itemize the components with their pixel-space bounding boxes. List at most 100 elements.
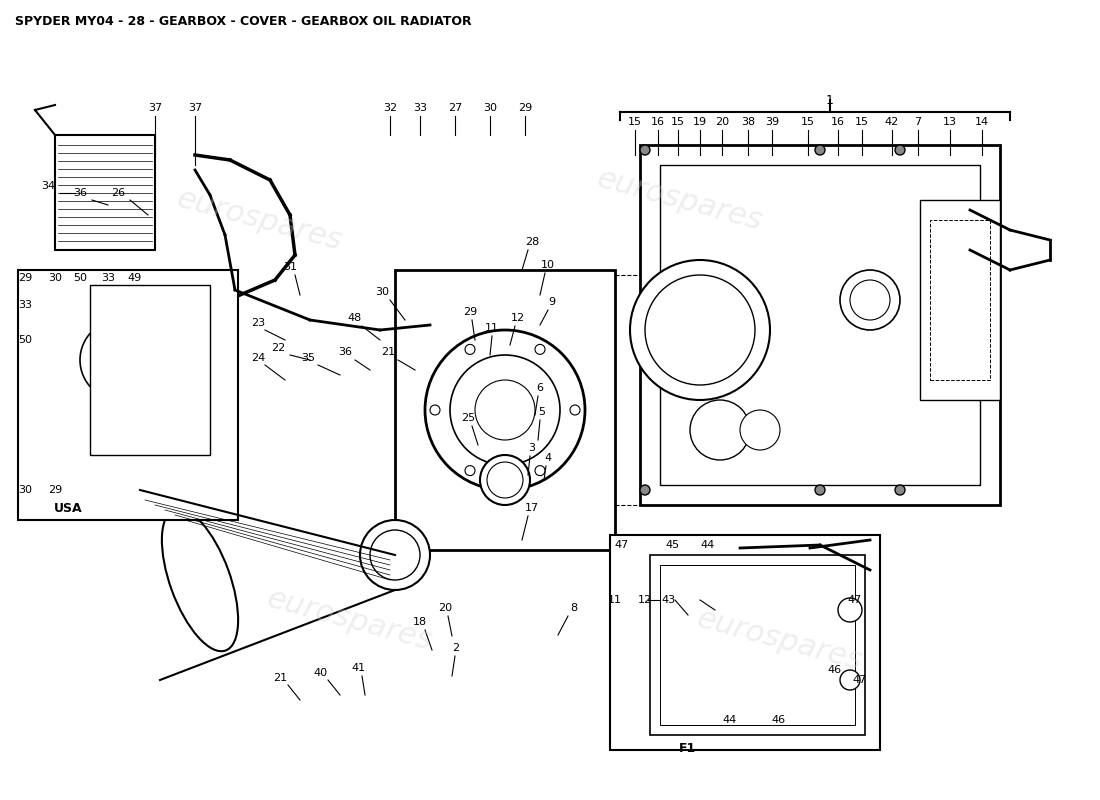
- Circle shape: [465, 344, 475, 354]
- Text: 9: 9: [549, 297, 556, 307]
- Text: 47: 47: [852, 675, 867, 685]
- Text: 12: 12: [510, 313, 525, 323]
- Bar: [650, 555, 865, 735]
- Circle shape: [895, 485, 905, 495]
- Circle shape: [708, 598, 752, 642]
- Text: 3: 3: [528, 443, 536, 453]
- Bar: [640, 145, 1000, 505]
- Circle shape: [370, 530, 420, 580]
- Circle shape: [475, 380, 535, 440]
- Text: 32: 32: [383, 103, 397, 113]
- Text: 41: 41: [351, 663, 365, 673]
- Bar: [55, 135, 155, 250]
- Text: 29: 29: [18, 273, 32, 283]
- Text: 8: 8: [571, 603, 578, 613]
- Text: 13: 13: [943, 117, 957, 127]
- Text: 42: 42: [884, 117, 899, 127]
- Circle shape: [640, 485, 650, 495]
- Circle shape: [360, 520, 430, 590]
- Circle shape: [570, 405, 580, 415]
- Text: 27: 27: [448, 103, 462, 113]
- Circle shape: [450, 355, 560, 465]
- Text: USA: USA: [54, 502, 82, 514]
- Text: 29: 29: [463, 307, 477, 317]
- Text: 43: 43: [661, 595, 675, 605]
- Circle shape: [840, 270, 900, 330]
- Text: 34: 34: [41, 181, 55, 191]
- Text: 17: 17: [525, 503, 539, 513]
- Text: 16: 16: [830, 117, 845, 127]
- Circle shape: [80, 320, 160, 400]
- Text: 15: 15: [671, 117, 685, 127]
- Text: 24: 24: [251, 353, 265, 363]
- Bar: [930, 220, 990, 380]
- Bar: [610, 535, 880, 750]
- Text: 11: 11: [608, 595, 622, 605]
- Circle shape: [487, 462, 522, 498]
- Text: 46: 46: [771, 715, 785, 725]
- Text: 33: 33: [101, 273, 116, 283]
- Text: 15: 15: [855, 117, 869, 127]
- Circle shape: [535, 466, 544, 476]
- Circle shape: [815, 485, 825, 495]
- Text: 46: 46: [828, 665, 843, 675]
- Circle shape: [695, 585, 764, 655]
- Text: 28: 28: [525, 237, 539, 247]
- Text: 37: 37: [188, 103, 202, 113]
- Text: 30: 30: [483, 103, 497, 113]
- Text: 16: 16: [651, 117, 666, 127]
- Circle shape: [645, 275, 755, 385]
- Circle shape: [640, 145, 650, 155]
- Text: 50: 50: [73, 273, 87, 283]
- Circle shape: [92, 332, 148, 388]
- Text: 47: 47: [848, 595, 862, 605]
- Text: 30: 30: [18, 485, 32, 495]
- Text: eurospares: eurospares: [694, 604, 866, 676]
- Text: 49: 49: [128, 273, 142, 283]
- Text: 10: 10: [541, 260, 556, 270]
- Text: 15: 15: [801, 117, 815, 127]
- Text: 2: 2: [452, 643, 460, 653]
- Text: 23: 23: [251, 318, 265, 328]
- Bar: [18, 270, 238, 520]
- Text: 48: 48: [348, 313, 362, 323]
- Circle shape: [425, 330, 585, 490]
- Text: 1: 1: [826, 94, 834, 106]
- Text: 44: 44: [723, 715, 737, 725]
- Bar: [920, 200, 1000, 400]
- Circle shape: [850, 280, 890, 320]
- Text: 33: 33: [412, 103, 427, 113]
- Text: 44: 44: [701, 540, 715, 550]
- Circle shape: [740, 410, 780, 450]
- Text: 6: 6: [537, 383, 543, 393]
- Circle shape: [895, 145, 905, 155]
- Circle shape: [430, 405, 440, 415]
- Bar: [90, 285, 210, 455]
- Text: eurospares: eurospares: [264, 584, 436, 656]
- Text: 50: 50: [18, 335, 32, 345]
- Circle shape: [480, 455, 530, 505]
- Circle shape: [94, 395, 143, 445]
- Text: 12: 12: [638, 595, 652, 605]
- Text: 47: 47: [615, 540, 629, 550]
- Text: 40: 40: [312, 668, 327, 678]
- Text: 29: 29: [518, 103, 532, 113]
- Text: 39: 39: [764, 117, 779, 127]
- Text: 25: 25: [461, 413, 475, 423]
- Text: 30: 30: [48, 273, 62, 283]
- Text: 18: 18: [412, 617, 427, 627]
- Text: SPYDER MY04 - 28 - GEARBOX - COVER - GEARBOX OIL RADIATOR: SPYDER MY04 - 28 - GEARBOX - COVER - GEA…: [15, 15, 472, 28]
- Bar: [660, 165, 980, 485]
- Text: 5: 5: [539, 407, 546, 417]
- Circle shape: [630, 260, 770, 400]
- Text: 30: 30: [375, 287, 389, 297]
- FancyArrow shape: [464, 683, 549, 756]
- Text: 38: 38: [741, 117, 755, 127]
- Text: 36: 36: [338, 347, 352, 357]
- Text: 26: 26: [111, 188, 125, 198]
- Text: 20: 20: [438, 603, 452, 613]
- Text: 7: 7: [914, 117, 922, 127]
- Text: 45: 45: [664, 540, 679, 550]
- Circle shape: [815, 145, 825, 155]
- Text: 22: 22: [271, 343, 285, 353]
